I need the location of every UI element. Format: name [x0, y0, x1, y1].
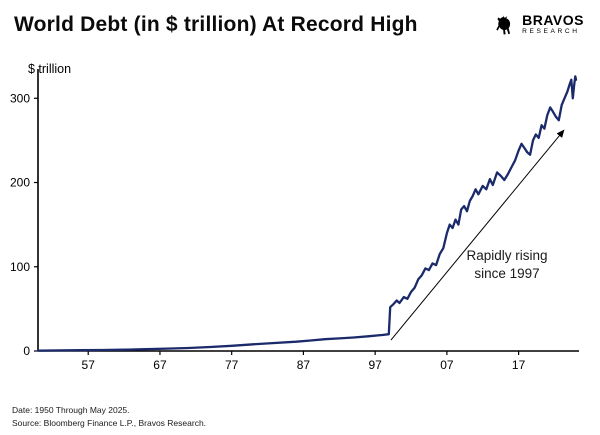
rising-arrow	[390, 129, 565, 341]
logo-name: BRAVOS	[522, 12, 584, 29]
annotation-arrow	[390, 129, 565, 341]
x-tick-label: 77	[225, 358, 239, 372]
logo-subname: RESEARCH	[522, 28, 580, 36]
x-tick-label: 97	[368, 358, 382, 372]
annotation-line-1: Rapidly rising	[466, 248, 548, 263]
y-tick-label: 0	[23, 344, 30, 358]
debt-line	[36, 75, 578, 352]
footer: Date: 1950 Through May 2025. Source: Blo…	[12, 404, 600, 430]
footer-source: Source: Bloomberg Finance L.P., Bravos R…	[12, 418, 207, 429]
header: World Debt (in $ trillion) At Record Hig…	[0, 0, 600, 53]
bull-icon	[494, 13, 517, 36]
annotation-line-2: since 1997	[474, 266, 540, 282]
x-tick-label: 07	[440, 358, 454, 372]
x-tick-label: 57	[82, 358, 96, 372]
bravos-logo: BRAVOS RESEARCH	[494, 13, 584, 36]
x-tick-label: 67	[153, 358, 167, 372]
footer-date: Date: 1950 Through May 2025.	[12, 405, 130, 415]
annotation-text: Rapidly rising since 1997	[428, 247, 586, 283]
y-axis-label: $ trillion	[28, 62, 71, 76]
chart-area: $ trillion 0 100 200 300 57 67 77 87 97 07 17 Rapi…	[0, 53, 600, 378]
y-tick-label: 100	[10, 260, 30, 274]
page-title: World Debt (in $ trillion) At Record Hig…	[14, 13, 418, 36]
axes	[37, 69, 579, 352]
debt-line-series	[36, 75, 578, 352]
logo-text: BRAVOS RESEARCH	[522, 13, 584, 36]
y-tick-label: 200	[10, 176, 30, 190]
axis-ticks: 0 100 200 300 57 67 77 87 97 07 17	[10, 91, 526, 372]
x-tick-label: 87	[297, 358, 311, 372]
y-tick-label: 300	[10, 91, 30, 105]
x-tick-label: 17	[512, 358, 526, 372]
debt-line-chart: $ trillion 0 100 200 300 57 67 77 87 97 07 17	[10, 62, 579, 372]
